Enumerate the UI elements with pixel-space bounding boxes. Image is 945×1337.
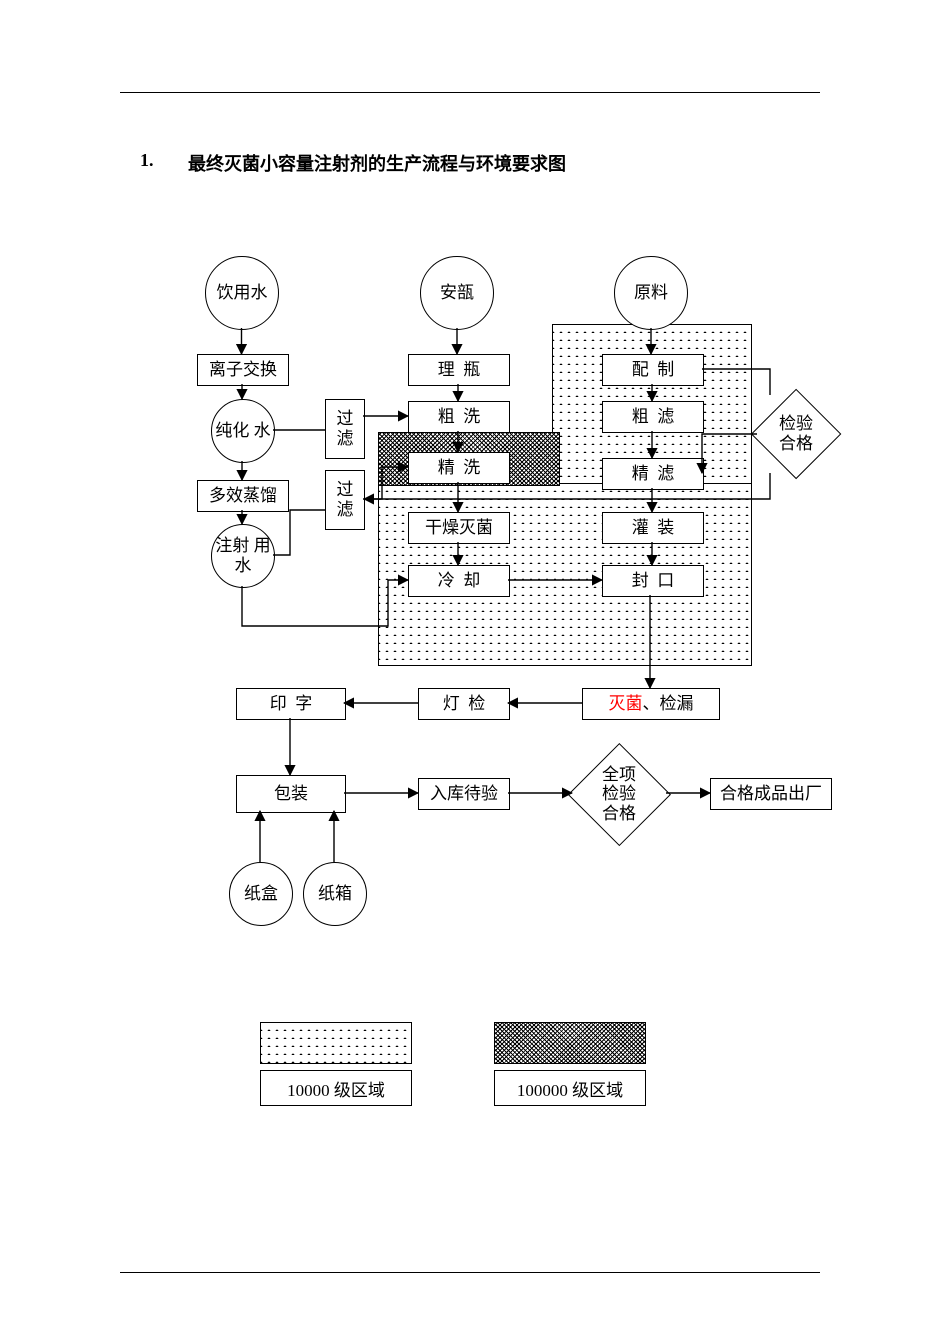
n_ganzao: 干燥灭菌	[408, 512, 510, 544]
n_fengkou: 封 口	[602, 565, 704, 597]
n_quanxiang-label: 全项 检验 合格	[602, 765, 636, 824]
legend-label-10000: 10000 级区域	[260, 1070, 412, 1106]
n_filt2: 过 滤	[325, 470, 365, 530]
n_quanxiang: 全项 检验 合格	[569, 744, 669, 844]
n_ion: 离子交换	[197, 354, 289, 386]
n_liping: 理 瓶	[408, 354, 510, 386]
n_yinzi: 印 字	[236, 688, 346, 720]
n_baozhuang: 包装	[236, 775, 346, 813]
legend-pattern-10000	[260, 1022, 412, 1064]
legend-pattern-100000	[494, 1022, 646, 1064]
n_filt1: 过 滤	[325, 399, 365, 459]
n_miejian: 灭菌、检漏	[582, 688, 720, 720]
n_cuxi: 粗 洗	[408, 401, 510, 433]
n_guanzhuang: 灌 装	[602, 512, 704, 544]
n_inj: 注射 用水	[211, 524, 275, 588]
n_jianyan-label: 检验 合格	[779, 414, 813, 453]
n_jinglv: 精 滤	[602, 458, 704, 490]
n_anpou: 安瓿	[420, 256, 494, 330]
flowchart-canvas: 饮用水离子交换纯化 水多效蒸馏注射 用水过 滤过 滤安瓿理 瓶粗 洗精 洗干燥灭…	[0, 0, 945, 1337]
n_drink: 饮用水	[205, 256, 279, 330]
n_chuhe: 合格成品出厂	[710, 778, 832, 810]
n_ruku: 入库待验	[418, 778, 510, 810]
n_lengque: 冷 却	[408, 565, 510, 597]
n_multi: 多效蒸馏	[197, 480, 289, 512]
n_peizhi: 配 制	[602, 354, 704, 386]
n_culv: 粗 滤	[602, 401, 704, 433]
n_jingxi: 精 洗	[408, 452, 510, 484]
n_zhixiang: 纸箱	[303, 862, 367, 926]
n_jianyan: 检验 合格	[752, 390, 840, 478]
legend-label-100000: 100000 级区域	[494, 1070, 646, 1106]
n_pure: 纯化 水	[211, 399, 275, 463]
n_dengjian: 灯 检	[418, 688, 510, 720]
n_zhihe: 纸盒	[229, 862, 293, 926]
n_yuanliao: 原料	[614, 256, 688, 330]
page: 1. 最终灭菌小容量注射剂的生产流程与环境要求图 饮用水离子交换纯化 水多效蒸馏…	[0, 0, 945, 1337]
